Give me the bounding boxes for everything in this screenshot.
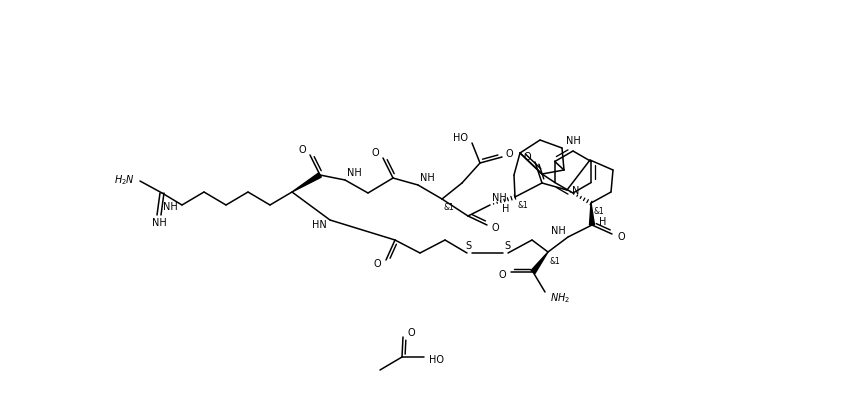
Text: O: O — [492, 223, 500, 233]
Text: S: S — [504, 241, 510, 251]
Text: NH: NH — [492, 193, 507, 203]
Text: NH: NH — [551, 226, 566, 236]
Text: O: O — [617, 232, 624, 242]
Text: HO: HO — [429, 355, 444, 365]
Text: &1: &1 — [517, 202, 528, 210]
Text: N: N — [572, 186, 580, 196]
Text: S: S — [465, 241, 471, 251]
Text: O: O — [499, 270, 506, 280]
Polygon shape — [531, 252, 548, 273]
Text: &1: &1 — [593, 208, 604, 217]
Text: HO: HO — [453, 133, 468, 143]
Text: NH: NH — [347, 168, 362, 178]
Text: NH: NH — [151, 218, 166, 228]
Text: NH: NH — [420, 173, 435, 183]
Text: $H_2N$: $H_2N$ — [114, 173, 135, 187]
Text: O: O — [372, 148, 379, 158]
Text: H: H — [502, 204, 509, 214]
Text: O: O — [408, 328, 415, 338]
Text: H: H — [599, 217, 606, 227]
Text: &1: &1 — [550, 256, 561, 266]
Text: O: O — [506, 149, 513, 159]
Text: NH: NH — [566, 136, 580, 146]
Text: O: O — [524, 152, 531, 162]
Text: NH: NH — [163, 202, 178, 212]
Polygon shape — [589, 203, 594, 225]
Text: &1: &1 — [444, 203, 455, 212]
Text: HN: HN — [312, 220, 327, 230]
Text: O: O — [298, 145, 306, 155]
Text: $NH_2$: $NH_2$ — [550, 291, 570, 305]
Text: O: O — [373, 259, 381, 269]
Polygon shape — [292, 173, 322, 192]
